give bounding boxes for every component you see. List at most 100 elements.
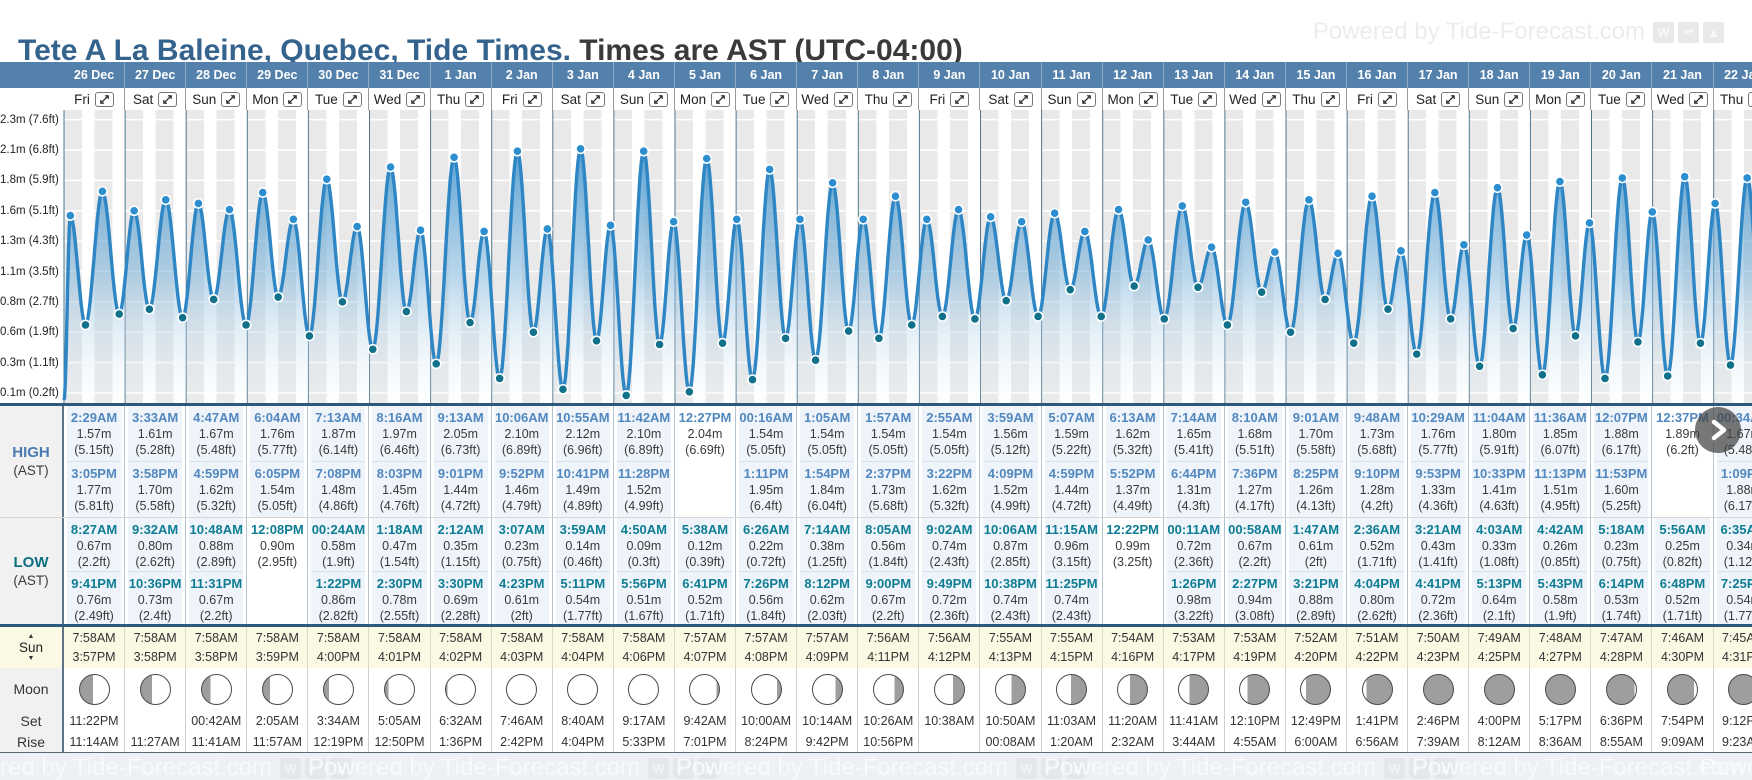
low-tide-height-m: 0.99m	[1115, 539, 1151, 553]
sunrise-time: 7:58AM	[316, 630, 360, 645]
low-tide-time: 3:30PM	[437, 576, 484, 591]
high-tide-height-m: 1.48m	[321, 483, 356, 497]
expand-day-button[interactable]	[158, 91, 178, 107]
expand-day-button[interactable]	[892, 91, 912, 107]
expand-day-button[interactable]	[1689, 91, 1709, 107]
low-tide-point	[1382, 303, 1394, 315]
high-tide-cell: 7:14AM 1.65m (5.41ft) 6:44PM 1.31m (4.3ft)	[1166, 406, 1221, 517]
high-tide-point	[1240, 196, 1252, 208]
sunset-time: 4:00PM	[316, 649, 360, 664]
low-tide-height-m: 0.52m	[1665, 593, 1700, 607]
expand-day-button[interactable]	[1013, 91, 1033, 107]
y-axis-tick-label: 0.6m (1.9ft)	[0, 326, 59, 339]
date-header-cell: 2 Jan	[492, 62, 553, 88]
expand-icon	[1446, 94, 1455, 104]
low-tide-time: 5:43PM	[1537, 576, 1584, 591]
expand-day-button[interactable]	[1198, 91, 1218, 107]
high-tide-time: 11:36AM	[1533, 410, 1587, 425]
moon-phase-icon	[1178, 673, 1210, 705]
high-tide-entry: 6:44PM 1.31m (4.3ft)	[1166, 461, 1221, 517]
date-header-cell: 16 Jan	[1347, 62, 1409, 88]
high-tide-height-ft: (4.76ft)	[379, 499, 420, 513]
moon-column: 5:17PM 8:36AM	[1530, 668, 1592, 752]
expand-day-button[interactable]	[950, 91, 970, 107]
high-tide-height-m: 1.28m	[1359, 483, 1395, 497]
low-tide-entry: 9:00PM 0.67m (2.2ft)	[861, 571, 916, 625]
expand-day-button[interactable]	[1076, 91, 1096, 107]
high-tide-entry: 7:13AM 1.87m (6.14ft)	[311, 406, 365, 461]
high-tide-point	[1016, 216, 1028, 228]
high-tide-time: 4:59PM	[193, 466, 239, 481]
expand-day-button[interactable]	[1320, 91, 1340, 107]
moon-phase-icon	[811, 673, 843, 705]
date-header-cell: 14 Jan	[1225, 62, 1286, 88]
moonrise-time: 9:23AM	[1722, 734, 1752, 749]
expand-day-button[interactable]	[94, 91, 114, 107]
expand-day-button[interactable]	[1748, 91, 1752, 107]
expand-day-button[interactable]	[1138, 91, 1158, 107]
weekday-label: Tue	[1598, 91, 1621, 107]
low-tide-height-ft: (1.84ft)	[746, 609, 786, 623]
high-tide-entry: 11:28PM 1.52m (4.99ft)	[616, 461, 671, 517]
expand-day-button[interactable]	[1377, 91, 1397, 107]
low-tide-cell: 10:06AM 0.87m (2.85ft) 10:38PM 0.74m (2.43ft)	[983, 518, 1038, 625]
weekday-cell: Sun	[1042, 88, 1103, 110]
high-tide-point	[731, 213, 743, 225]
low-tide-cell: 5:56AM 0.25m (0.82ft) 6:48PM 0.52m (1.71ft)	[1655, 518, 1710, 625]
low-tide-point	[1032, 311, 1044, 322]
expand-day-button[interactable]	[465, 91, 485, 107]
low-tide-height-ft: (1.54ft)	[379, 555, 420, 569]
weekday-label: Thu	[1719, 91, 1744, 107]
watermark-icons: W ↩ ▲	[280, 757, 352, 779]
sunrise-time: 7:57AM	[683, 630, 727, 645]
low-tide-cell: 5:38AM 0.12m (0.39ft) 6:41PM 0.52m (1.71ft)	[677, 518, 733, 625]
high-tide-height-m: 2.05m	[443, 427, 478, 441]
sunrise-time: 7:48AM	[1538, 630, 1582, 645]
low-tide-height-ft: (1.9ft)	[322, 555, 355, 569]
expand-day-button[interactable]	[342, 91, 362, 107]
sunset-time: 4:15PM	[1050, 649, 1094, 664]
expand-day-button[interactable]	[221, 91, 241, 107]
low-tide-entry: 10:48AM 0.88m (2.89ft)	[189, 518, 243, 571]
low-tide-column: 3:07AM 0.23m (0.75ft) 4:23PM 0.61m (2ft)	[492, 518, 553, 625]
expand-icon	[226, 94, 236, 104]
sun-cell: 7:47AM 4:28PM	[1591, 627, 1653, 668]
weekday-label: Sat	[133, 91, 154, 107]
high-tide-point	[415, 224, 426, 236]
expand-day-button[interactable]	[711, 91, 731, 107]
sunset-time: 4:07PM	[683, 649, 727, 664]
expand-day-button[interactable]	[585, 91, 605, 107]
low-tide-point	[1632, 336, 1644, 348]
high-tide-cell: 3:59AM 1.56m (5.12ft) 4:09PM 1.52m (4.99ft)	[983, 406, 1038, 517]
expand-day-button[interactable]	[406, 91, 426, 107]
expand-icon	[1325, 94, 1335, 104]
expand-day-button[interactable]	[770, 91, 790, 107]
high-tide-column: 10:55AM 2.12m (6.96ft) 10:41PM 1.49m (4.89ft)	[553, 406, 614, 517]
low-tide-time: 9:32AM	[132, 522, 179, 537]
expand-day-button[interactable]	[833, 91, 853, 107]
low-tide-height-m: 0.74m	[931, 539, 967, 553]
moonset-time: 1:41PM	[1355, 713, 1399, 728]
weekday-cell: Sun	[1469, 88, 1531, 110]
high-tide-entry: 1:05AM 1.54m (5.05ft)	[800, 406, 854, 461]
expand-day-button[interactable]	[1625, 91, 1645, 107]
low-tide-height-m: 0.87m	[993, 539, 1028, 553]
expand-day-button[interactable]	[1261, 91, 1281, 107]
low-tide-time: 00:11AM	[1167, 522, 1221, 537]
expand-day-button[interactable]	[648, 91, 668, 107]
expand-day-button[interactable]	[522, 91, 542, 107]
weekday-cell: Thu	[1714, 88, 1752, 110]
expand-icon	[1144, 94, 1153, 104]
next-days-button[interactable]	[1695, 407, 1741, 453]
low-tide-entry: 4:23PM 0.61m (2ft)	[494, 571, 549, 625]
high-tide-height-m: 1.73m	[870, 483, 906, 497]
sun-cell: 7:51AM 4:22PM	[1347, 627, 1409, 668]
expand-day-button[interactable]	[283, 91, 303, 107]
expand-day-button[interactable]	[1441, 91, 1461, 107]
low-tide-height-m: 0.12m	[687, 539, 723, 553]
low-tide-height-m: 0.56m	[748, 593, 784, 607]
expand-day-button[interactable]	[1566, 91, 1586, 107]
expand-day-button[interactable]	[1504, 91, 1524, 107]
weekday-cell: Mon	[675, 88, 737, 110]
